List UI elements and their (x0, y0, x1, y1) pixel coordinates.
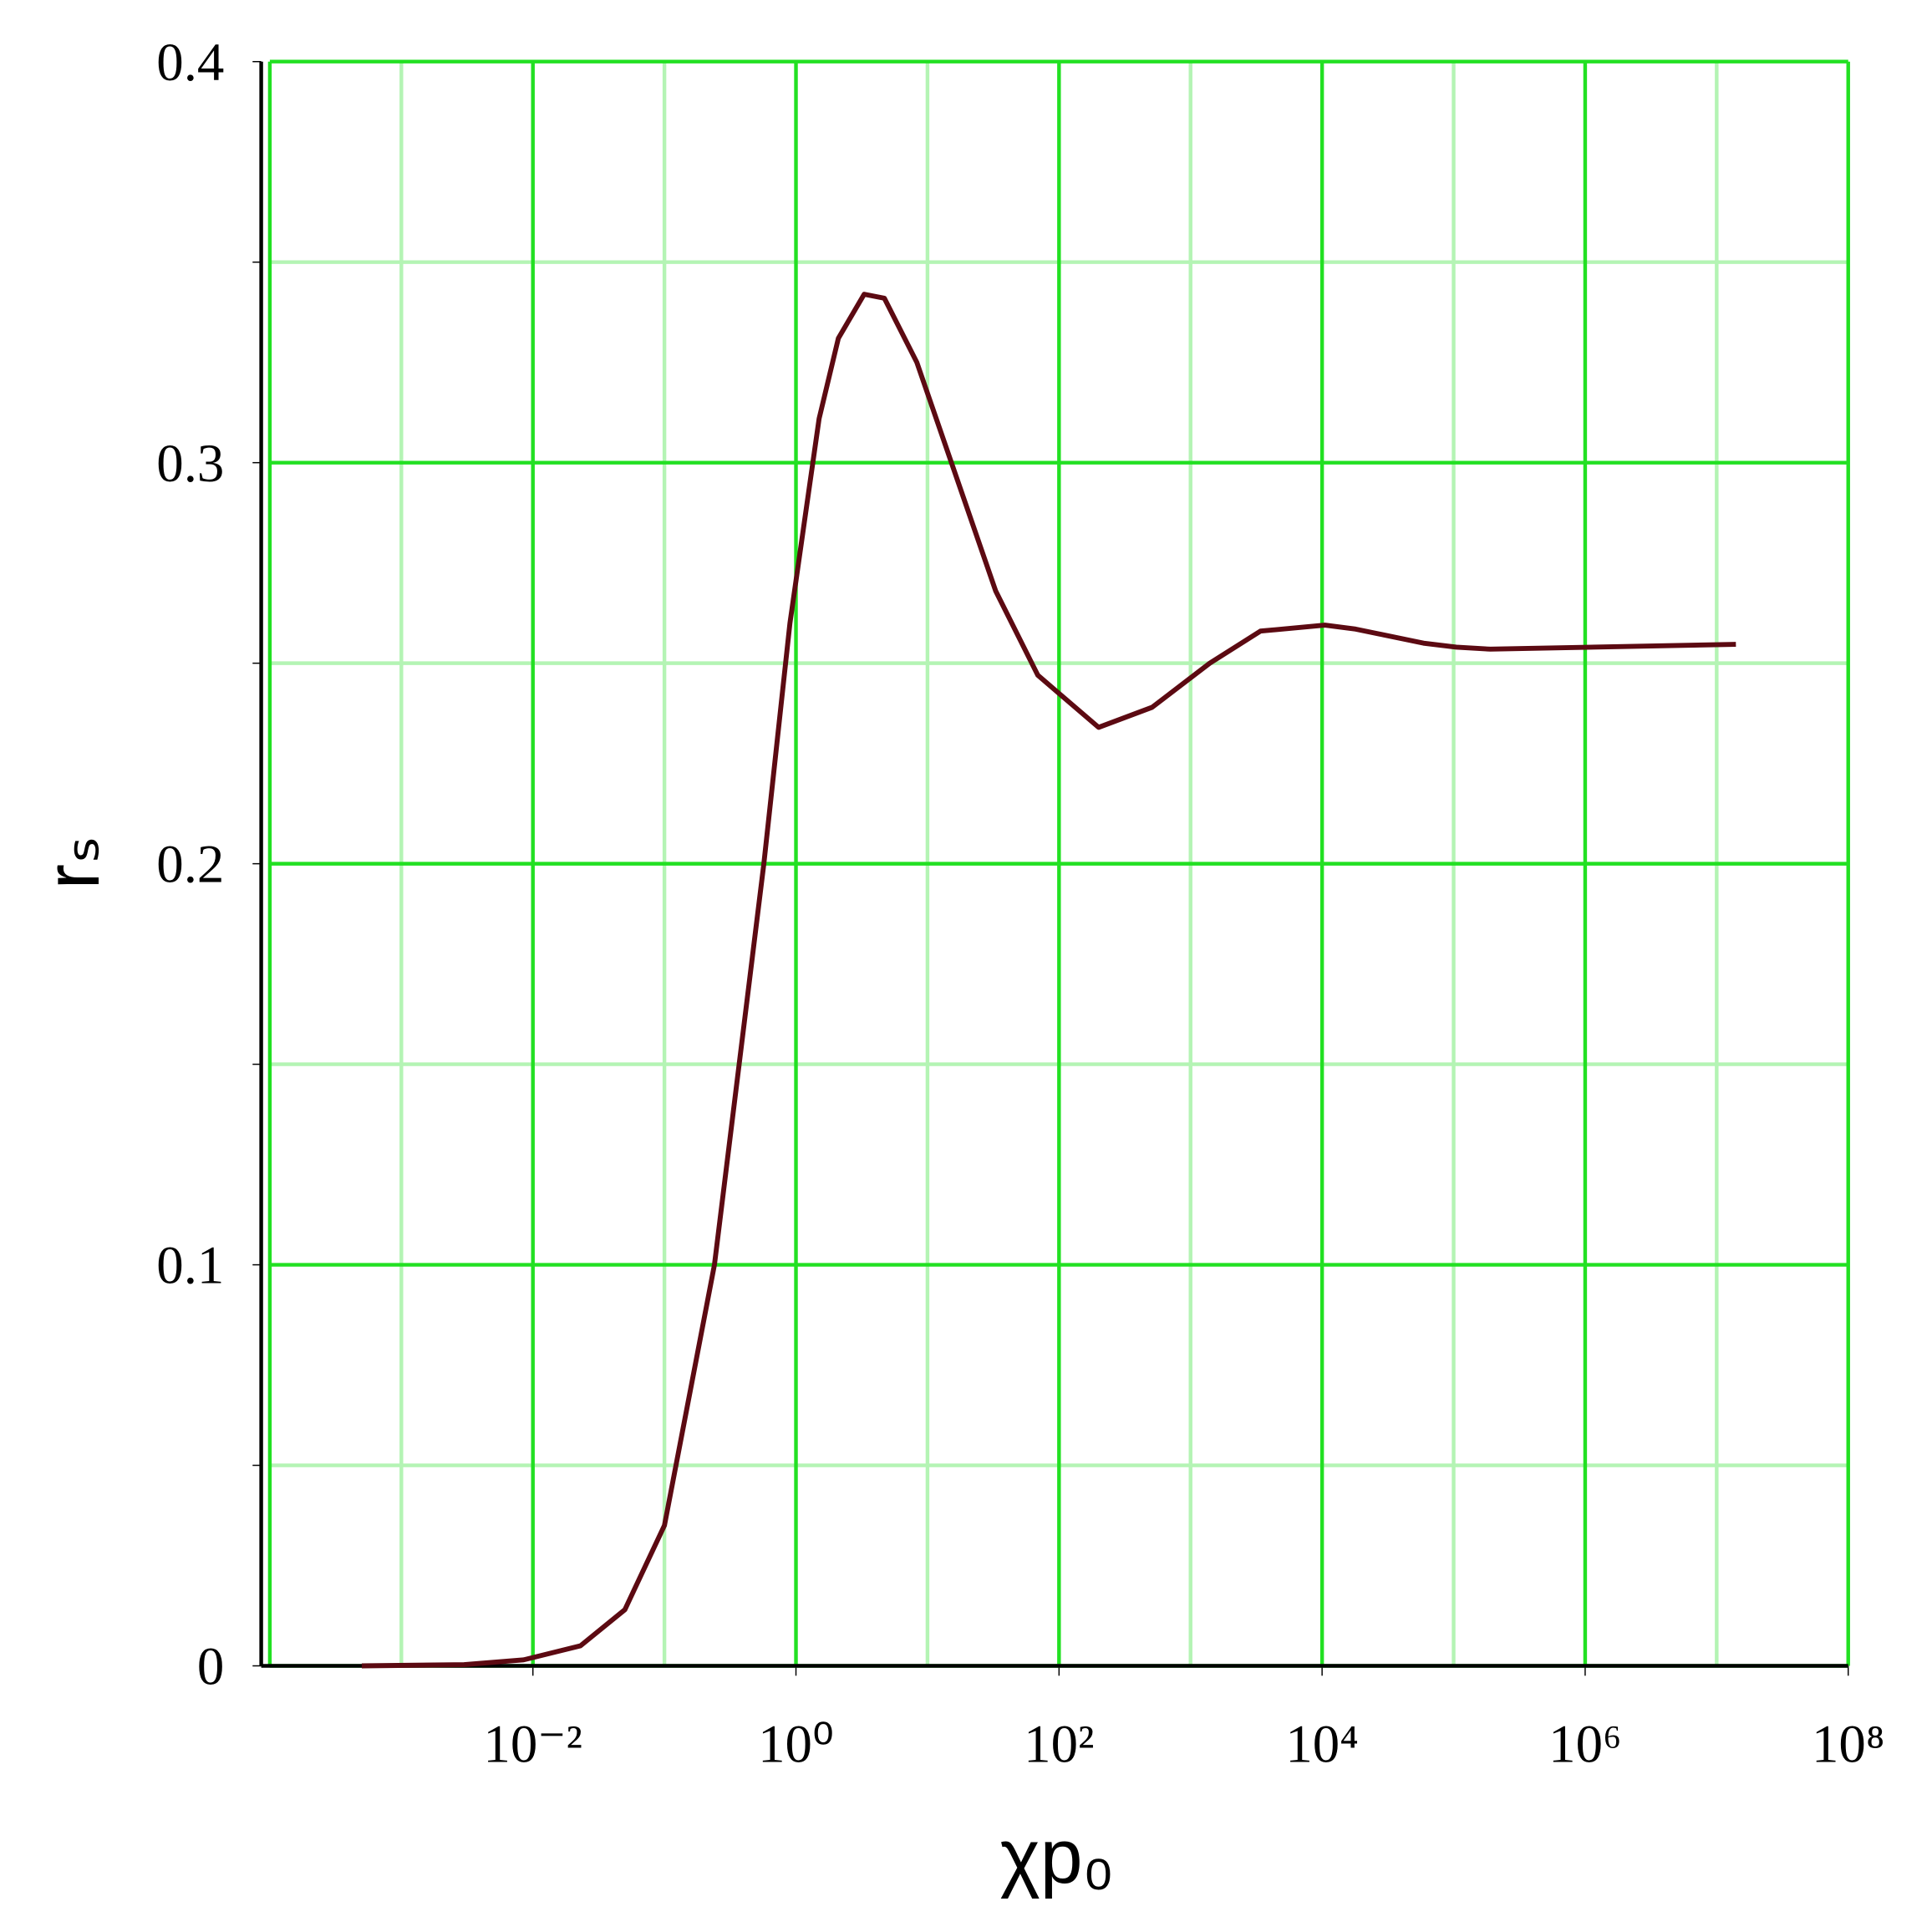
x-tick-label: 10⁴ (1285, 1715, 1358, 1775)
x-tick-label: 10² (1024, 1715, 1094, 1775)
y-tick-label: 0.1 (156, 1236, 224, 1296)
x-tick-label: 10⁻² (483, 1715, 582, 1775)
y-axis-label: rₛ (30, 836, 115, 890)
x-axis-label: χp₀ (1000, 1814, 1115, 1899)
data-line (361, 292, 1736, 1669)
y-tick-label: 0.2 (156, 835, 224, 895)
y-tick-label: 0 (197, 1637, 224, 1697)
y-tick-label: 0.4 (156, 33, 224, 93)
x-tick-label: 10⁶ (1548, 1715, 1621, 1775)
x-tick-label: 10⁸ (1812, 1715, 1884, 1775)
y-tick-label: 0.3 (156, 434, 224, 494)
x-tick-label: 10⁰ (758, 1715, 834, 1775)
